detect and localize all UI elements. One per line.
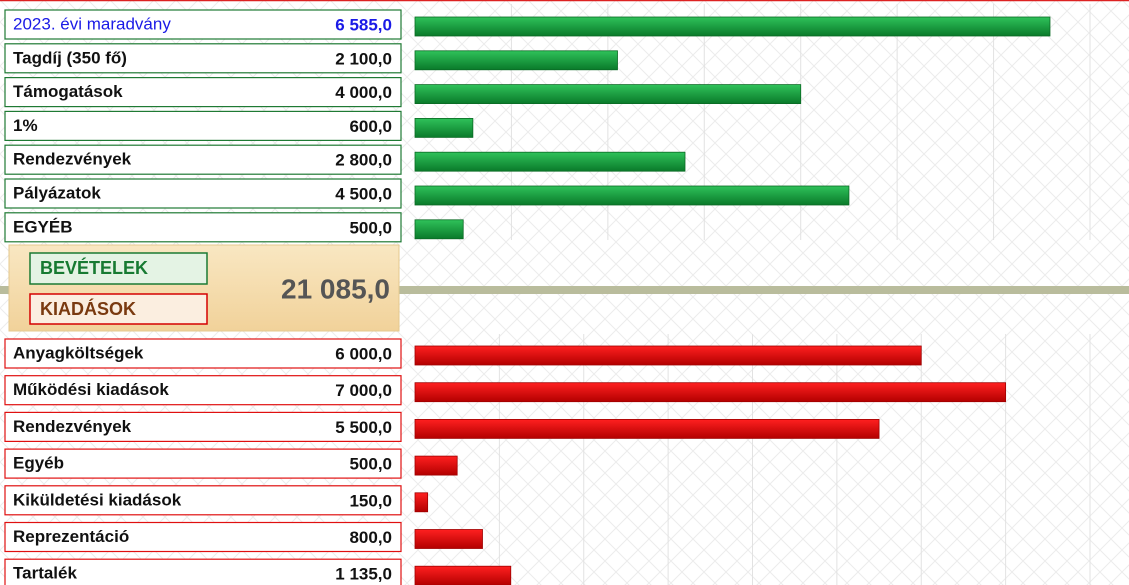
bar [414,16,1051,37]
category-label: Működési kiadások [13,380,169,399]
category-label: Anyagköltségek [13,343,144,362]
value-label: 500,0 [349,455,392,474]
category-label: 1% [13,116,38,135]
bar [414,345,922,366]
value-label: 500,0 [349,218,392,237]
value-label: 800,0 [349,528,392,547]
bar [414,151,686,172]
value-label: 4 000,0 [335,83,392,102]
category-label: EGYÉB [13,217,73,236]
value-label: 150,0 [349,491,392,510]
label-box [4,485,402,516]
category-label: Tartalék [13,564,77,583]
category-label: Tagdíj (350 fő) [13,48,127,67]
category-label: Kiküldetési kiadások [13,490,182,509]
label-box [4,212,402,243]
label-box [4,521,402,553]
total: 21 085,0 [281,273,390,304]
value-label: 600,0 [349,117,392,136]
bar [414,382,1007,403]
value-label: 6 000,0 [335,344,392,363]
bar [414,492,429,513]
bar [414,50,618,71]
separator [0,286,1129,294]
label-box [4,43,402,74]
label-box [4,76,402,108]
label-box [4,375,402,406]
value-label: 4 500,0 [335,184,392,203]
income-box [29,252,208,285]
bar [414,529,483,549]
bar [414,84,802,104]
bar [414,565,512,585]
category-label: 2023. évi maradvány [13,14,171,33]
income-label: BEVÉTELEK [40,257,148,278]
label-box [4,411,402,442]
category-label: Rendezvények [13,417,132,436]
category-label: Pályázatok [13,183,101,202]
value-label: 5 500,0 [335,418,392,437]
bar [414,118,474,138]
bar [414,185,850,206]
value-label: 1 135,0 [335,565,392,584]
label-box [4,178,402,209]
bar [414,418,880,439]
category-label: Reprezentáció [13,527,129,546]
label-box [4,110,402,142]
label-box [4,338,402,369]
bar [414,219,464,240]
value-label: 6 585,0 [335,15,392,34]
label-box [4,558,402,585]
category-label: Egyéb [13,454,64,473]
expense-label: KIADÁSOK [40,298,136,319]
label-box [4,448,402,479]
bar [414,455,458,476]
label-box [4,144,402,175]
value-label: 2 800,0 [335,151,392,170]
value-label: 2 100,0 [335,49,392,68]
label-box [4,9,402,40]
value-label: 7 000,0 [335,381,392,400]
category-label: Rendezvények [13,150,132,169]
expense-box [29,293,208,325]
category-label: Támogatások [13,82,123,101]
